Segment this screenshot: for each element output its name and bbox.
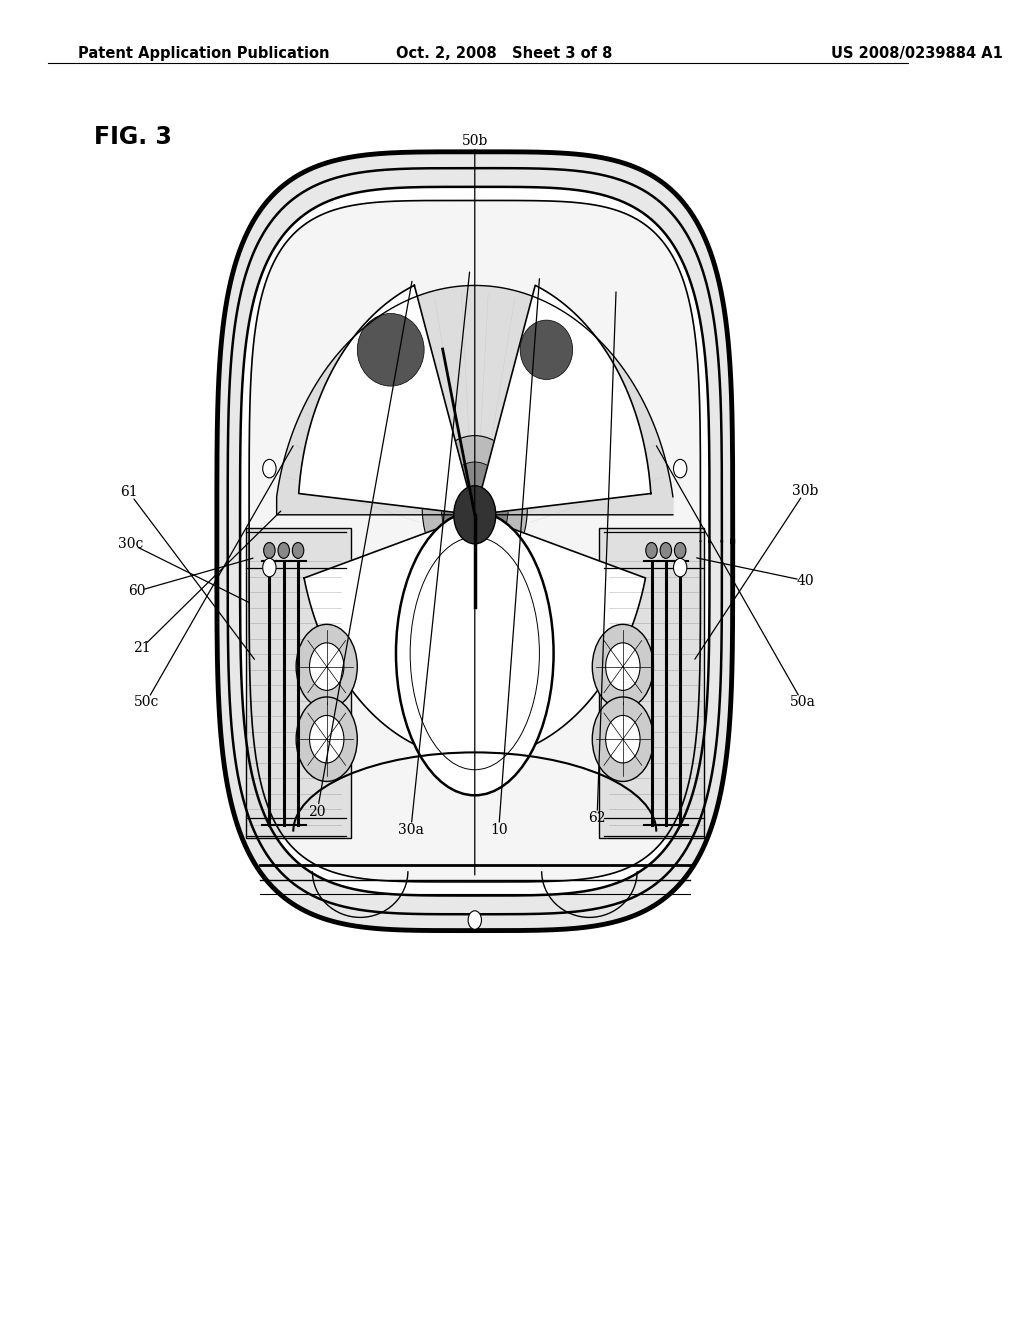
Text: 61: 61 (120, 486, 138, 499)
Circle shape (296, 697, 357, 781)
Text: 21: 21 (132, 642, 151, 655)
Circle shape (263, 558, 276, 577)
Text: 62: 62 (589, 812, 606, 825)
Circle shape (292, 543, 304, 558)
Ellipse shape (396, 511, 554, 795)
Circle shape (454, 486, 496, 544)
Circle shape (309, 643, 344, 690)
Text: 50a: 50a (790, 696, 815, 709)
Ellipse shape (520, 321, 572, 380)
Text: 50c: 50c (133, 696, 159, 709)
Text: 20: 20 (308, 805, 326, 818)
Text: FIG. 3: FIG. 3 (93, 125, 171, 149)
Bar (246, 528, 350, 838)
Bar (599, 528, 705, 838)
Circle shape (468, 911, 481, 929)
Circle shape (605, 715, 640, 763)
Circle shape (296, 624, 357, 709)
Text: 40: 40 (797, 574, 814, 587)
Text: US 2008/0239884 A1: US 2008/0239884 A1 (831, 46, 1002, 61)
Circle shape (674, 459, 687, 478)
Text: Oct. 2, 2008   Sheet 3 of 8: Oct. 2, 2008 Sheet 3 of 8 (396, 46, 612, 61)
Circle shape (309, 715, 344, 763)
Circle shape (441, 462, 508, 554)
Polygon shape (299, 285, 471, 513)
Circle shape (263, 543, 275, 558)
Text: 60: 60 (128, 585, 145, 598)
Text: 10: 10 (489, 824, 508, 837)
Text: 30a: 30a (398, 824, 424, 837)
Text: 30b: 30b (793, 484, 818, 498)
Circle shape (263, 459, 276, 478)
Text: 50b: 50b (462, 135, 488, 148)
Circle shape (646, 543, 657, 558)
Circle shape (592, 697, 653, 781)
Polygon shape (217, 152, 733, 931)
Text: 30c: 30c (118, 537, 143, 550)
Ellipse shape (357, 314, 424, 385)
Polygon shape (477, 519, 645, 755)
Circle shape (675, 543, 686, 558)
Text: Patent Application Publication: Patent Application Publication (78, 46, 330, 61)
Polygon shape (240, 187, 710, 895)
Polygon shape (478, 285, 651, 513)
Polygon shape (249, 201, 700, 882)
Circle shape (278, 543, 290, 558)
Circle shape (660, 543, 672, 558)
Circle shape (674, 558, 687, 577)
Circle shape (592, 624, 653, 709)
Polygon shape (304, 519, 473, 755)
Polygon shape (276, 285, 673, 515)
Circle shape (605, 643, 640, 690)
Circle shape (422, 436, 527, 581)
